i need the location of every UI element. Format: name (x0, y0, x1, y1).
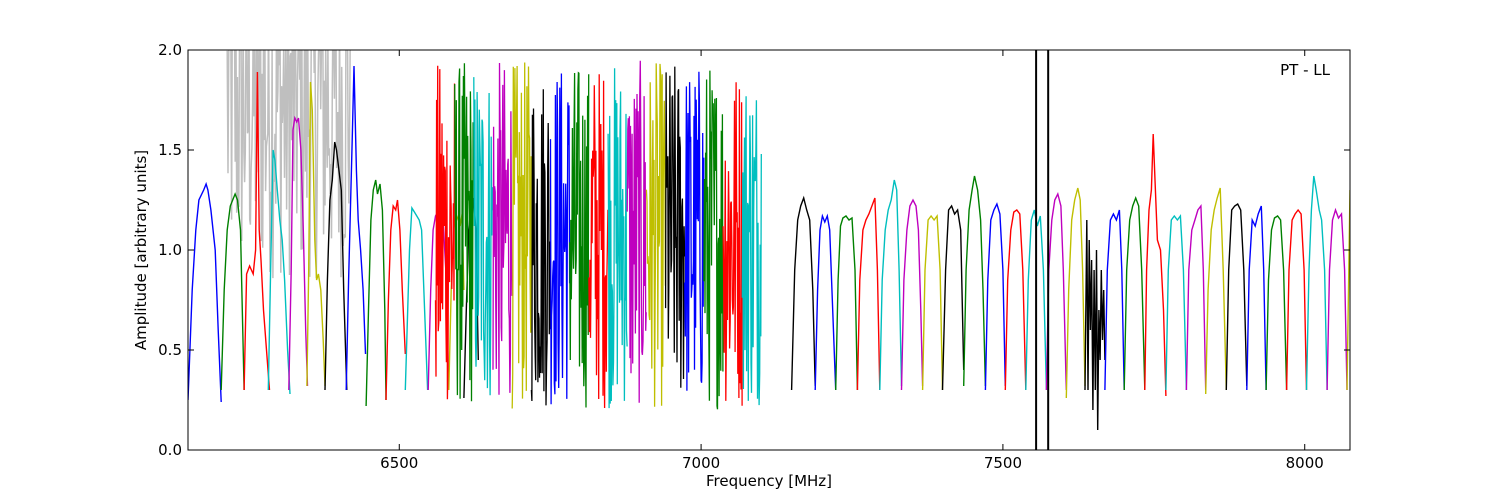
dense-window-trace-8 (569, 71, 590, 408)
dense-window-trace-2 (454, 63, 475, 402)
dense-window-trace-3 (473, 77, 494, 396)
y-tick-label: 1.0 (158, 241, 182, 259)
spectral-window-trace-35 (1205, 187, 1227, 395)
spectral-window-trace-27 (1045, 192, 1067, 391)
dense-window-trace-9 (588, 74, 609, 409)
y-axis-title: Amplitude [arbitrary units] (132, 150, 150, 350)
spectral-window-trace-10 (385, 199, 406, 401)
spectral-window-trace-6 (306, 81, 326, 387)
flagged-data-trace (226, 50, 351, 279)
plot-area (188, 50, 1350, 450)
spectral-window-trace-39 (1285, 208, 1308, 391)
dense-window-trace-11 (626, 60, 647, 403)
spectral-window-trace-36 (1225, 202, 1248, 391)
series-layer (188, 65, 1350, 431)
x-axis-title: Frequency [MHz] (706, 472, 832, 490)
spectral-window-trace-8 (345, 65, 367, 391)
spectral-window-trace-9 (365, 179, 387, 407)
spectral-window-trace-37 (1246, 205, 1267, 391)
spectral-window-trace-2 (220, 192, 245, 391)
dense-window-trace-17 (741, 96, 762, 406)
spectral-window-trace-19 (879, 179, 903, 391)
spectral-window-trace-41 (1326, 207, 1348, 391)
y-tick-label: 0.5 (158, 341, 182, 359)
y-tick-label: 2.0 (158, 41, 182, 59)
flagged-background-layer (226, 50, 351, 279)
annotation-label: PT - LL (1280, 61, 1331, 79)
dense-window-trace-15 (703, 70, 724, 410)
y-tick-label: 1.5 (158, 141, 182, 159)
spectral-window-trace-16 (814, 213, 837, 391)
spectral-window-trace-23 (963, 175, 987, 387)
spectral-window-trace-1 (188, 181, 222, 403)
dense-region-layer (434, 60, 762, 410)
spectral-window-trace-17 (835, 215, 859, 391)
vertical-spike-layer (1035, 50, 1050, 450)
dense-window-trace-14 (684, 71, 705, 391)
spectral-window-trace-15 (790, 195, 816, 391)
x-tick-label: 6500 (380, 454, 418, 472)
dense-window-trace-16 (722, 82, 743, 406)
spectral-window-trace-32 (1144, 133, 1167, 397)
spectral-window-trace-30 (1104, 209, 1125, 391)
x-tick-label: 8000 (1286, 454, 1324, 472)
y-tick-label: 0.0 (158, 441, 182, 459)
spectral-window-trace-4 (267, 149, 291, 395)
dense-window-trace-6 (530, 89, 552, 406)
dense-window-trace-4 (492, 62, 513, 395)
spectral-window-trace-34 (1185, 203, 1207, 391)
dense-window-trace-7 (549, 73, 571, 405)
spectral-window-trace-24 (984, 202, 1006, 391)
spectral-window-trace-33 (1165, 214, 1188, 391)
axis-ticks: 6500 7000 7500 8000 0.0 0.5 1.0 1.5 2.0 (158, 41, 1350, 472)
dense-window-trace-10 (607, 68, 628, 409)
spectral-window-trace-25 (1004, 209, 1027, 391)
spectral-window-trace-38 (1265, 215, 1288, 391)
spectral-window-trace-5 (288, 115, 309, 391)
dense-window-trace-5 (511, 62, 532, 409)
x-tick-label: 7500 (984, 454, 1022, 472)
x-tick-label: 7000 (682, 454, 720, 472)
spectral-window-trace-40 (1305, 175, 1328, 391)
dense-window-trace-12 (645, 63, 667, 407)
spectral-window-trace-7 (324, 141, 348, 391)
spectral-window-trace-21 (921, 214, 944, 391)
spectral-window-trace-22 (941, 204, 965, 391)
dense-window-trace-1 (434, 65, 456, 400)
spectral-window-trace-20 (900, 198, 924, 391)
spectral-window-trace-28 (1065, 187, 1086, 399)
spectral-window-trace-18 (856, 197, 881, 391)
spectral-window-trace-31 (1123, 196, 1146, 391)
spectral-window-trace-11 (404, 205, 429, 391)
spectral-window-trace-29 (1084, 219, 1106, 431)
dense-window-trace-13 (664, 66, 686, 388)
spectral-window-trace-3 (243, 71, 271, 391)
